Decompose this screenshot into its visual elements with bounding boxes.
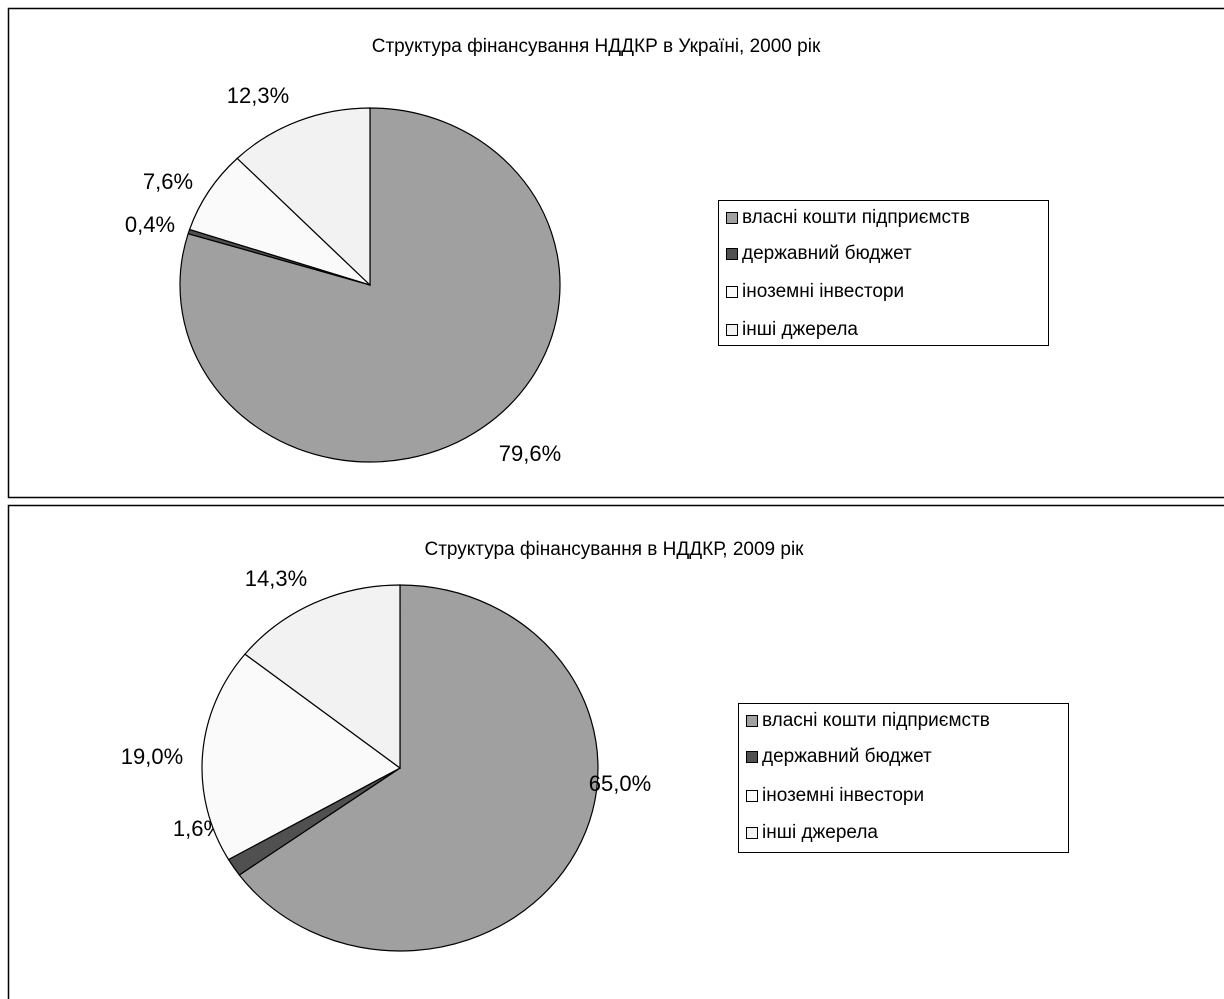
data-label: 79,6% — [499, 441, 561, 466]
pie-slice — [244, 584, 401, 770]
data-label: 14,3% — [245, 566, 307, 591]
data-label: 0,4% — [125, 212, 175, 237]
pie-slice — [238, 584, 599, 952]
pie-slice — [201, 653, 402, 861]
legend-label: власні кошти підприємств — [762, 710, 990, 731]
legend-swatch — [746, 827, 758, 839]
legend-swatch — [746, 790, 758, 802]
legend-label: інші джерела — [762, 822, 878, 843]
legend-label: власні кошти підприємств — [742, 207, 970, 228]
legend-box — [738, 703, 1069, 853]
data-label: 65,0% — [589, 771, 651, 796]
chart-title: Структура фінансування в НДДКР, 2009 рік — [424, 539, 804, 560]
legend-swatch — [746, 715, 758, 727]
legend-label: іноземні інвестори — [742, 281, 904, 302]
legend-label: іноземні інвестори — [762, 785, 924, 806]
legend-label: інші джерела — [742, 319, 858, 340]
pie-slice — [236, 107, 371, 287]
legend-swatch — [746, 751, 758, 763]
chart-title: Структура фінансування НДДКР в Україні, … — [372, 36, 821, 57]
legend-box — [718, 200, 1049, 346]
legend-swatch — [726, 212, 738, 224]
legend-swatch — [726, 286, 738, 298]
legend-label: державний бюджет — [742, 243, 912, 264]
data-label: 12,3% — [227, 83, 289, 108]
data-label: 19,0% — [121, 744, 183, 769]
legend-swatch — [726, 324, 738, 336]
legend-label: державний бюджет — [762, 746, 932, 767]
legend-swatch — [726, 248, 738, 260]
data-label: 7,6% — [143, 169, 193, 194]
